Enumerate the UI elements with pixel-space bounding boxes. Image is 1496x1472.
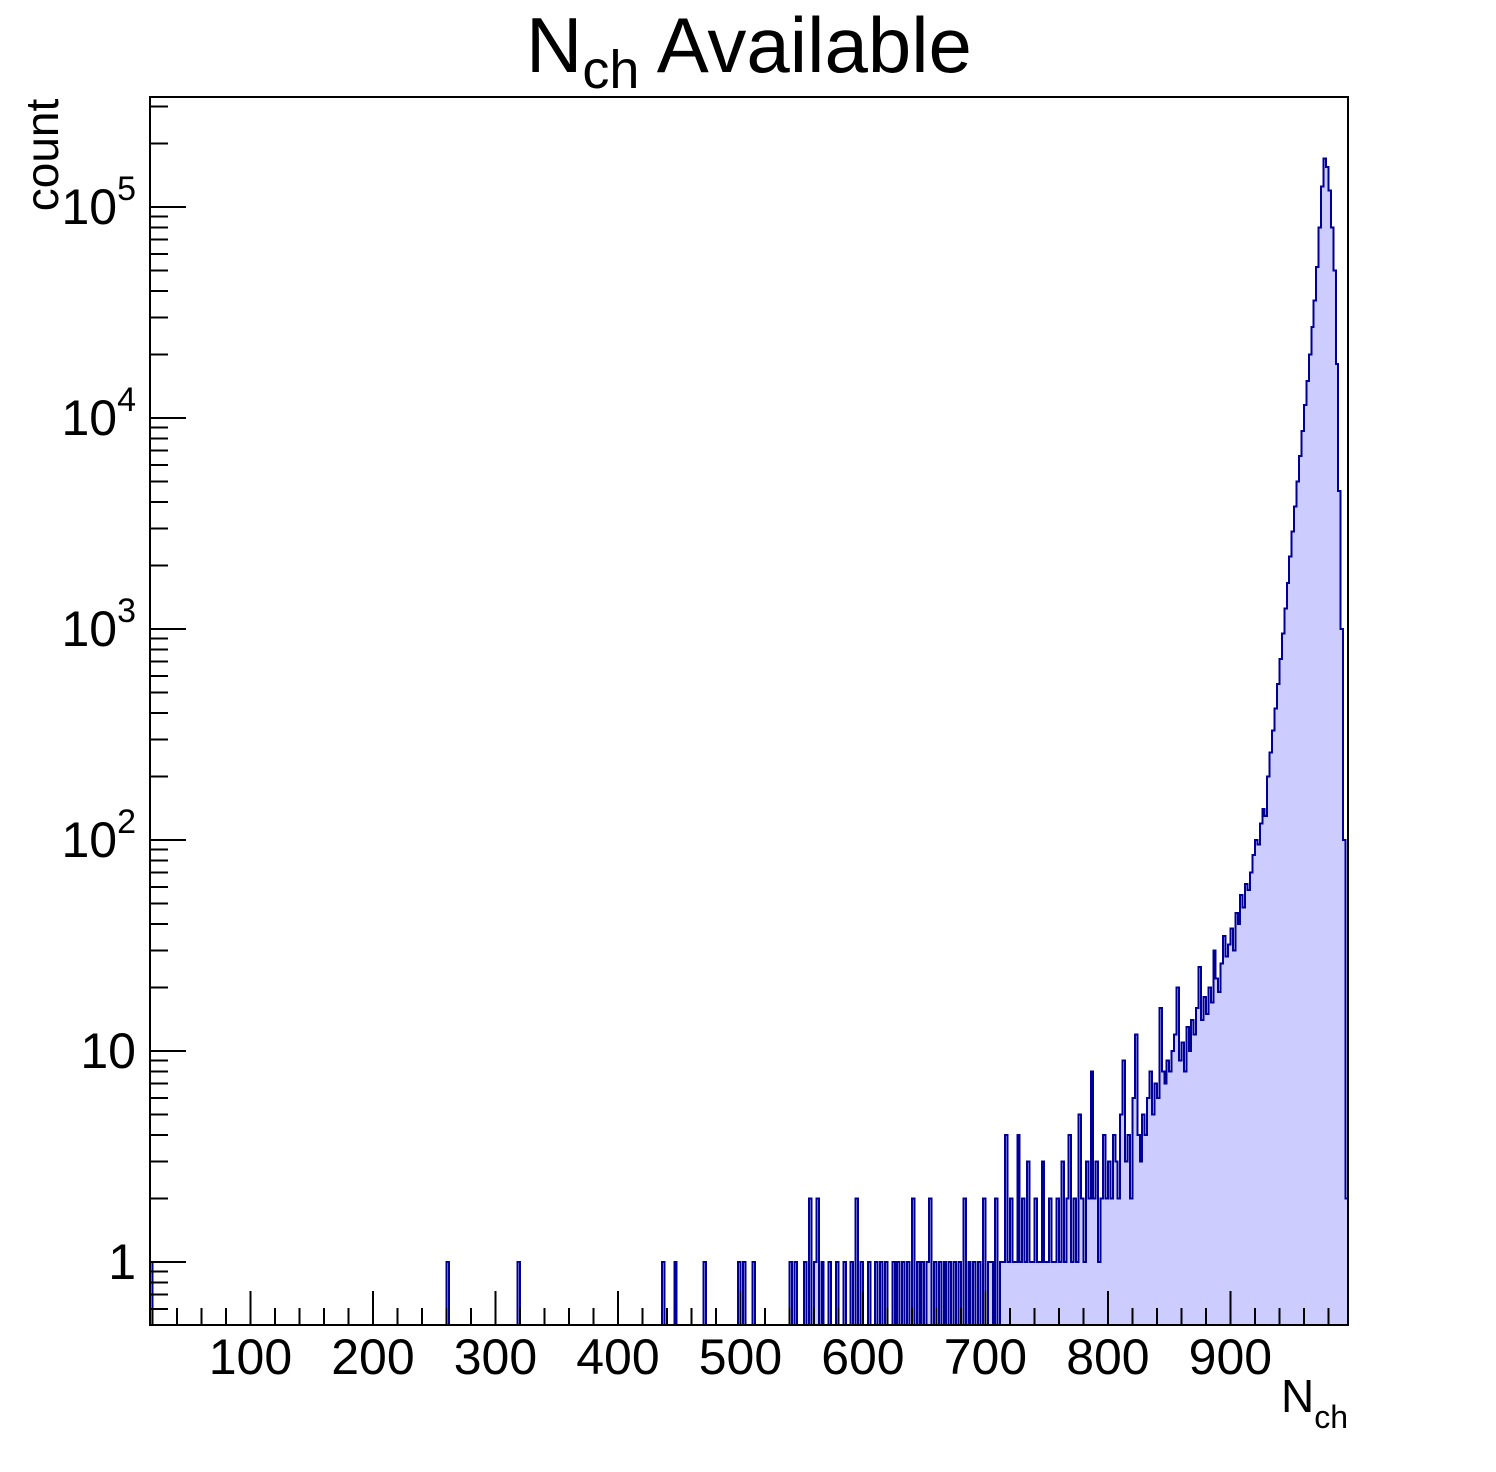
- x-tick-label: 400: [576, 1329, 659, 1385]
- y-tick-label: 103: [61, 592, 136, 657]
- y-tick-label: 105: [61, 170, 136, 235]
- y-axis-labels: 1 10 102 103 104 105: [61, 170, 136, 1290]
- x-tick-label: 200: [331, 1329, 414, 1385]
- x-tick-label: 800: [1066, 1329, 1149, 1385]
- x-axis-ticks: [151, 1291, 1330, 1325]
- y-tick-label: 10: [80, 1023, 136, 1079]
- chart-title: Nch Available: [526, 1, 972, 100]
- x-tick-label: 600: [821, 1329, 904, 1385]
- x-axis-labels: 100 200 300 400 500 600 700 800 900: [209, 1329, 1272, 1385]
- x-axis-title: Nch: [1281, 1370, 1348, 1435]
- y-tick-label: 104: [61, 381, 136, 446]
- x-tick-label: 700: [944, 1329, 1027, 1385]
- x-tick-label: 100: [209, 1329, 292, 1385]
- plot-frame: [149, 96, 1349, 1326]
- y-tick-label: 102: [61, 803, 136, 868]
- x-tick-label: 500: [699, 1329, 782, 1385]
- x-tick-label: 300: [454, 1329, 537, 1385]
- y-axis-title: count: [16, 99, 68, 212]
- y-tick-label: 1: [108, 1234, 136, 1290]
- x-tick-label: 900: [1189, 1329, 1272, 1385]
- y-axis-ticks: [150, 105, 186, 1310]
